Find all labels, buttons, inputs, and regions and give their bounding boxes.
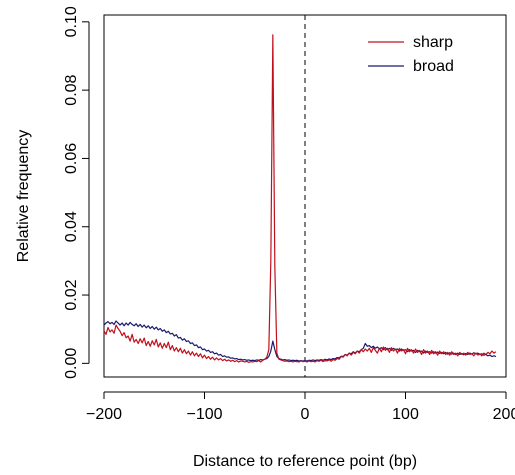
x-tick-label: −200: [86, 406, 122, 423]
x-axis-label: Distance to reference point (bp): [193, 453, 417, 470]
series-group: [103, 34, 497, 363]
legend: sharp broad: [368, 34, 454, 75]
x-tick-label: 100: [392, 406, 419, 423]
x-tick-label: −100: [186, 406, 222, 423]
y-tick-label: 0.02: [63, 279, 80, 310]
y-axis: 0.00 0.02 0.04 0.06 0.08 0.10: [63, 6, 90, 379]
x-axis: −200 −100 0 100 200: [86, 391, 515, 423]
legend-label-sharp: sharp: [413, 34, 453, 51]
x-tick-label: 200: [493, 406, 515, 423]
y-tick-label: 0.00: [63, 348, 80, 379]
y-tick-label: 0.06: [63, 143, 80, 174]
x-ticks: −200 −100 0 100 200: [86, 392, 515, 423]
y-tick-label: 0.10: [63, 6, 80, 37]
y-ticks: 0.00 0.02 0.04 0.06 0.08 0.10: [63, 6, 89, 379]
y-axis-label: Relative frequency: [15, 130, 32, 263]
x-tick-label: 0: [301, 406, 310, 423]
y-tick-label: 0.08: [63, 74, 80, 105]
series-line-sharp: [103, 34, 497, 363]
y-tick-label: 0.04: [63, 211, 80, 242]
legend-label-broad: broad: [413, 58, 454, 75]
